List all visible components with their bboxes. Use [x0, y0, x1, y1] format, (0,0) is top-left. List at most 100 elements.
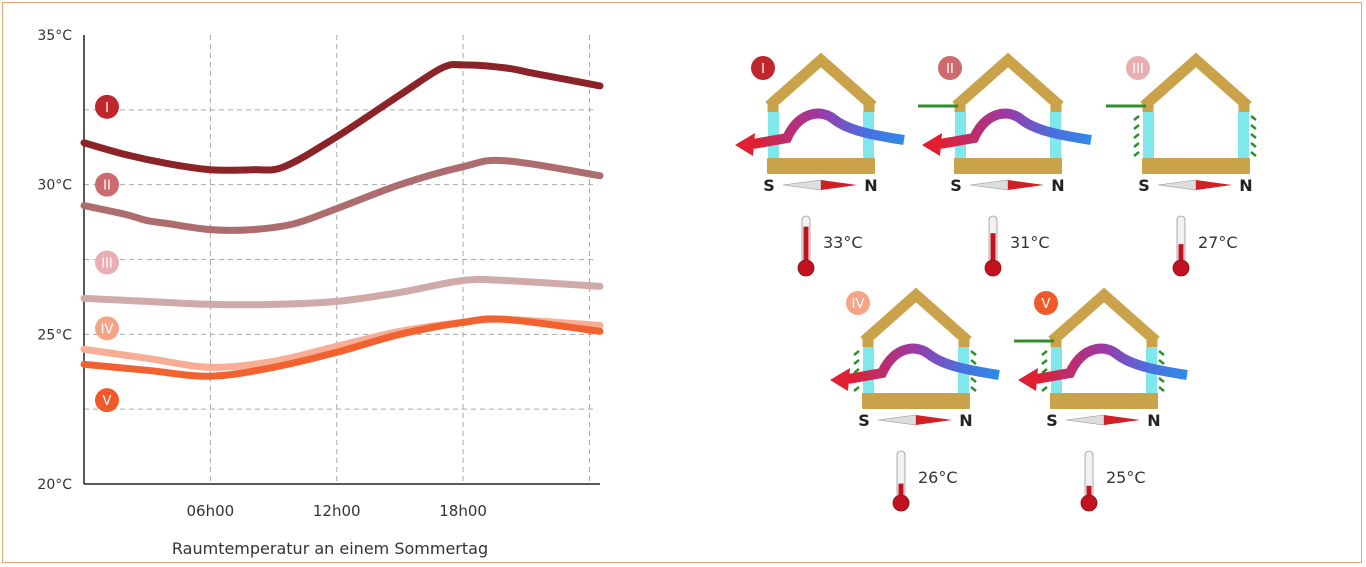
house-scenario-i: I S N 33°C — [735, 52, 905, 277]
chart-grid — [84, 35, 596, 484]
house-floor — [954, 158, 1062, 174]
shade-louver — [970, 386, 977, 392]
series-line-ii — [80, 156, 604, 234]
temperature-label: 31°C — [1010, 233, 1050, 252]
line-label-iii: III — [95, 250, 119, 275]
house-floor — [1050, 393, 1158, 409]
airflow-arrow — [1035, 343, 1188, 384]
temperature-label: 27°C — [1198, 233, 1238, 252]
temperature-label: 25°C — [1106, 468, 1146, 487]
shade-louver — [853, 350, 860, 356]
shade-louver — [970, 350, 977, 356]
line-label-text: I — [105, 101, 109, 116]
scenario-badge — [938, 56, 962, 80]
airflow-arrowhead — [735, 133, 755, 156]
house-scenario-ii: II S N 31°C — [918, 52, 1092, 277]
line-label-text: II — [103, 179, 111, 194]
y-tick-label: 25°C — [37, 327, 72, 343]
compass-needle-north — [1196, 180, 1232, 190]
temperature-label: 33°C — [823, 233, 863, 252]
x-tick-label: 18h00 — [439, 502, 487, 520]
house-floor — [862, 393, 970, 409]
house-scenarios: I S N 33°C II S N 31°C III S N 27°C IV S N 26°C V S N 25°C — [735, 52, 1257, 512]
line-label-badge — [95, 250, 119, 275]
shade-louver — [1250, 124, 1257, 130]
scenario-badge — [751, 56, 775, 80]
airflow-arrowhead — [830, 368, 850, 391]
shade-louver — [1250, 115, 1257, 121]
compass-south: S — [1138, 176, 1150, 195]
series-line-i — [80, 61, 604, 174]
shade-louver — [853, 359, 860, 365]
shade-louver — [1133, 142, 1140, 148]
x-axis-title: Raumtemperatur an einem Sommertag — [172, 539, 488, 558]
airflow-arrow — [752, 108, 905, 149]
compass-needle-north — [1104, 415, 1140, 425]
scenario-badge-text: IV — [852, 297, 865, 312]
compass-needle-north — [916, 415, 952, 425]
compass-north: N — [1239, 176, 1252, 195]
line-label-badge — [95, 172, 119, 197]
y-tick-label: 20°C — [37, 477, 72, 493]
house-floor — [767, 158, 875, 174]
airflow-arrow — [847, 343, 1000, 384]
shade-louver — [1133, 133, 1140, 139]
thermometer-level — [1178, 244, 1184, 264]
shade-louver — [1041, 350, 1048, 356]
house-roof — [1048, 287, 1160, 346]
shade-louver — [1158, 377, 1165, 383]
scenario-badge — [846, 291, 870, 315]
x-tick-label: 12h00 — [313, 502, 361, 520]
shade-louver — [1158, 359, 1165, 365]
shade-louver — [1158, 386, 1165, 392]
compass-needle-south — [877, 414, 917, 426]
compass-needle-south — [782, 179, 822, 191]
house-floor — [1142, 158, 1250, 174]
compass-needle-south — [969, 179, 1009, 191]
compass-needle-south — [1157, 179, 1197, 191]
series-line-iii — [80, 275, 604, 309]
thermometer-level — [990, 233, 996, 264]
shade-louver — [1041, 386, 1048, 392]
x-tick-label: 06h00 — [187, 502, 235, 520]
house-scenario-iii: III S N 27°C — [1106, 52, 1257, 277]
shade-louver — [1041, 368, 1048, 374]
compass-south: S — [763, 176, 775, 195]
thermometer-icon — [892, 450, 910, 512]
y-tick-label: 30°C — [37, 178, 72, 194]
compass-south: S — [950, 176, 962, 195]
compass-south: S — [858, 411, 870, 430]
compass-north: N — [1051, 176, 1064, 195]
scenario-badge-text: II — [946, 62, 954, 77]
compass-needle-north — [1008, 180, 1044, 190]
line-label-badge — [95, 388, 119, 413]
scenario-badge — [1126, 56, 1150, 80]
thermometer-level — [803, 226, 809, 264]
window-south — [1143, 112, 1154, 160]
series-line-iv — [80, 315, 604, 371]
line-label-text: III — [101, 256, 113, 271]
house-scenario-v: V S N 25°C — [1014, 287, 1188, 512]
airflow-arrowhead — [922, 133, 942, 156]
shade-louver — [1250, 133, 1257, 139]
compass-north: N — [959, 411, 972, 430]
thermometer-level — [1086, 485, 1092, 499]
compass-needle-north — [821, 180, 857, 190]
compass-south: S — [1046, 411, 1058, 430]
line-label-badge — [95, 316, 119, 341]
y-tick-label: 35°C — [37, 28, 72, 44]
tick-labels: 20°C 25°C 30°C 35°C 06h00 12h00 18h00 — [37, 28, 487, 520]
thermometer-icon — [1172, 215, 1190, 277]
house-roof — [1140, 52, 1252, 111]
house-roof — [860, 287, 972, 346]
shade-louver — [1133, 115, 1140, 121]
shade-louver — [1158, 350, 1165, 356]
series-line-v — [80, 315, 604, 380]
house-roof — [765, 52, 877, 111]
scenario-badge-text: V — [1042, 297, 1051, 312]
shade-louver — [1250, 151, 1257, 157]
shade-louver — [970, 377, 977, 383]
